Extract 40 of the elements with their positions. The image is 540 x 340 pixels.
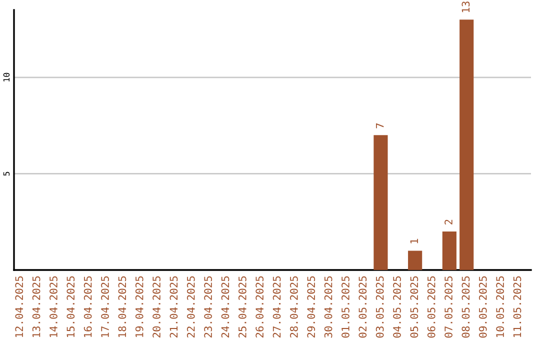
x-tick-label: 20.04.2025 (152, 276, 160, 338)
x-tick-label: 30.04.2025 (324, 276, 332, 338)
x-tick-label: 29.04.2025 (307, 276, 316, 338)
x-tick-label: 10.05.2025 (496, 276, 504, 338)
bar (408, 250, 422, 270)
x-tick-label: 14.04.2025 (50, 276, 58, 338)
data-label: 1 (410, 238, 418, 244)
x-tick-label: 15.04.2025 (66, 276, 75, 338)
x-tick-label: 04.05.2025 (393, 276, 401, 338)
x-tick-label: 13.04.2025 (32, 276, 40, 338)
y-tick-label: 5 (3, 172, 10, 176)
x-tick-label: 22.04.2025 (186, 276, 195, 338)
bar (442, 231, 456, 270)
x-tick-label: 26.04.2025 (256, 276, 264, 338)
data-label: 7 (376, 123, 384, 128)
x-tick-label: 12.04.2025 (15, 276, 24, 338)
bar (374, 135, 388, 270)
x-tick-label: 06.05.2025 (427, 276, 436, 338)
x-tick-label: 03.05.2025 (376, 276, 384, 338)
x-tick-label: 16.04.2025 (84, 276, 92, 338)
x-tick-label: 17.04.2025 (101, 276, 109, 338)
x-tick-label: 18.04.2025 (118, 276, 126, 338)
x-tick-label: 07.05.2025 (444, 276, 452, 338)
data-label: 13 (462, 2, 470, 12)
x-tick-label: 25.04.2025 (238, 276, 246, 338)
x-tick-label: 28.04.2025 (290, 276, 298, 338)
x-tick-label: 23.04.2025 (204, 276, 212, 338)
x-tick-label: 21.04.2025 (170, 276, 178, 338)
x-tick-label: 27.04.2025 (272, 276, 281, 338)
x-tick-label: 08.05.2025 (462, 276, 470, 338)
x-tick-label: 19.04.2025 (135, 276, 144, 338)
x-tick-label: 11.05.2025 (513, 276, 522, 338)
y-tick-label: 10 (3, 72, 10, 82)
x-tick-label: 01.05.2025 (342, 276, 350, 338)
data-label: 2 (444, 220, 452, 224)
x-tick-label: 05.05.2025 (410, 276, 418, 338)
x-tick-label: 24.04.2025 (221, 276, 230, 338)
x-tick-label: 02.05.2025 (358, 276, 367, 338)
bar (460, 20, 474, 270)
x-tick-label: 09.05.2025 (478, 276, 487, 338)
